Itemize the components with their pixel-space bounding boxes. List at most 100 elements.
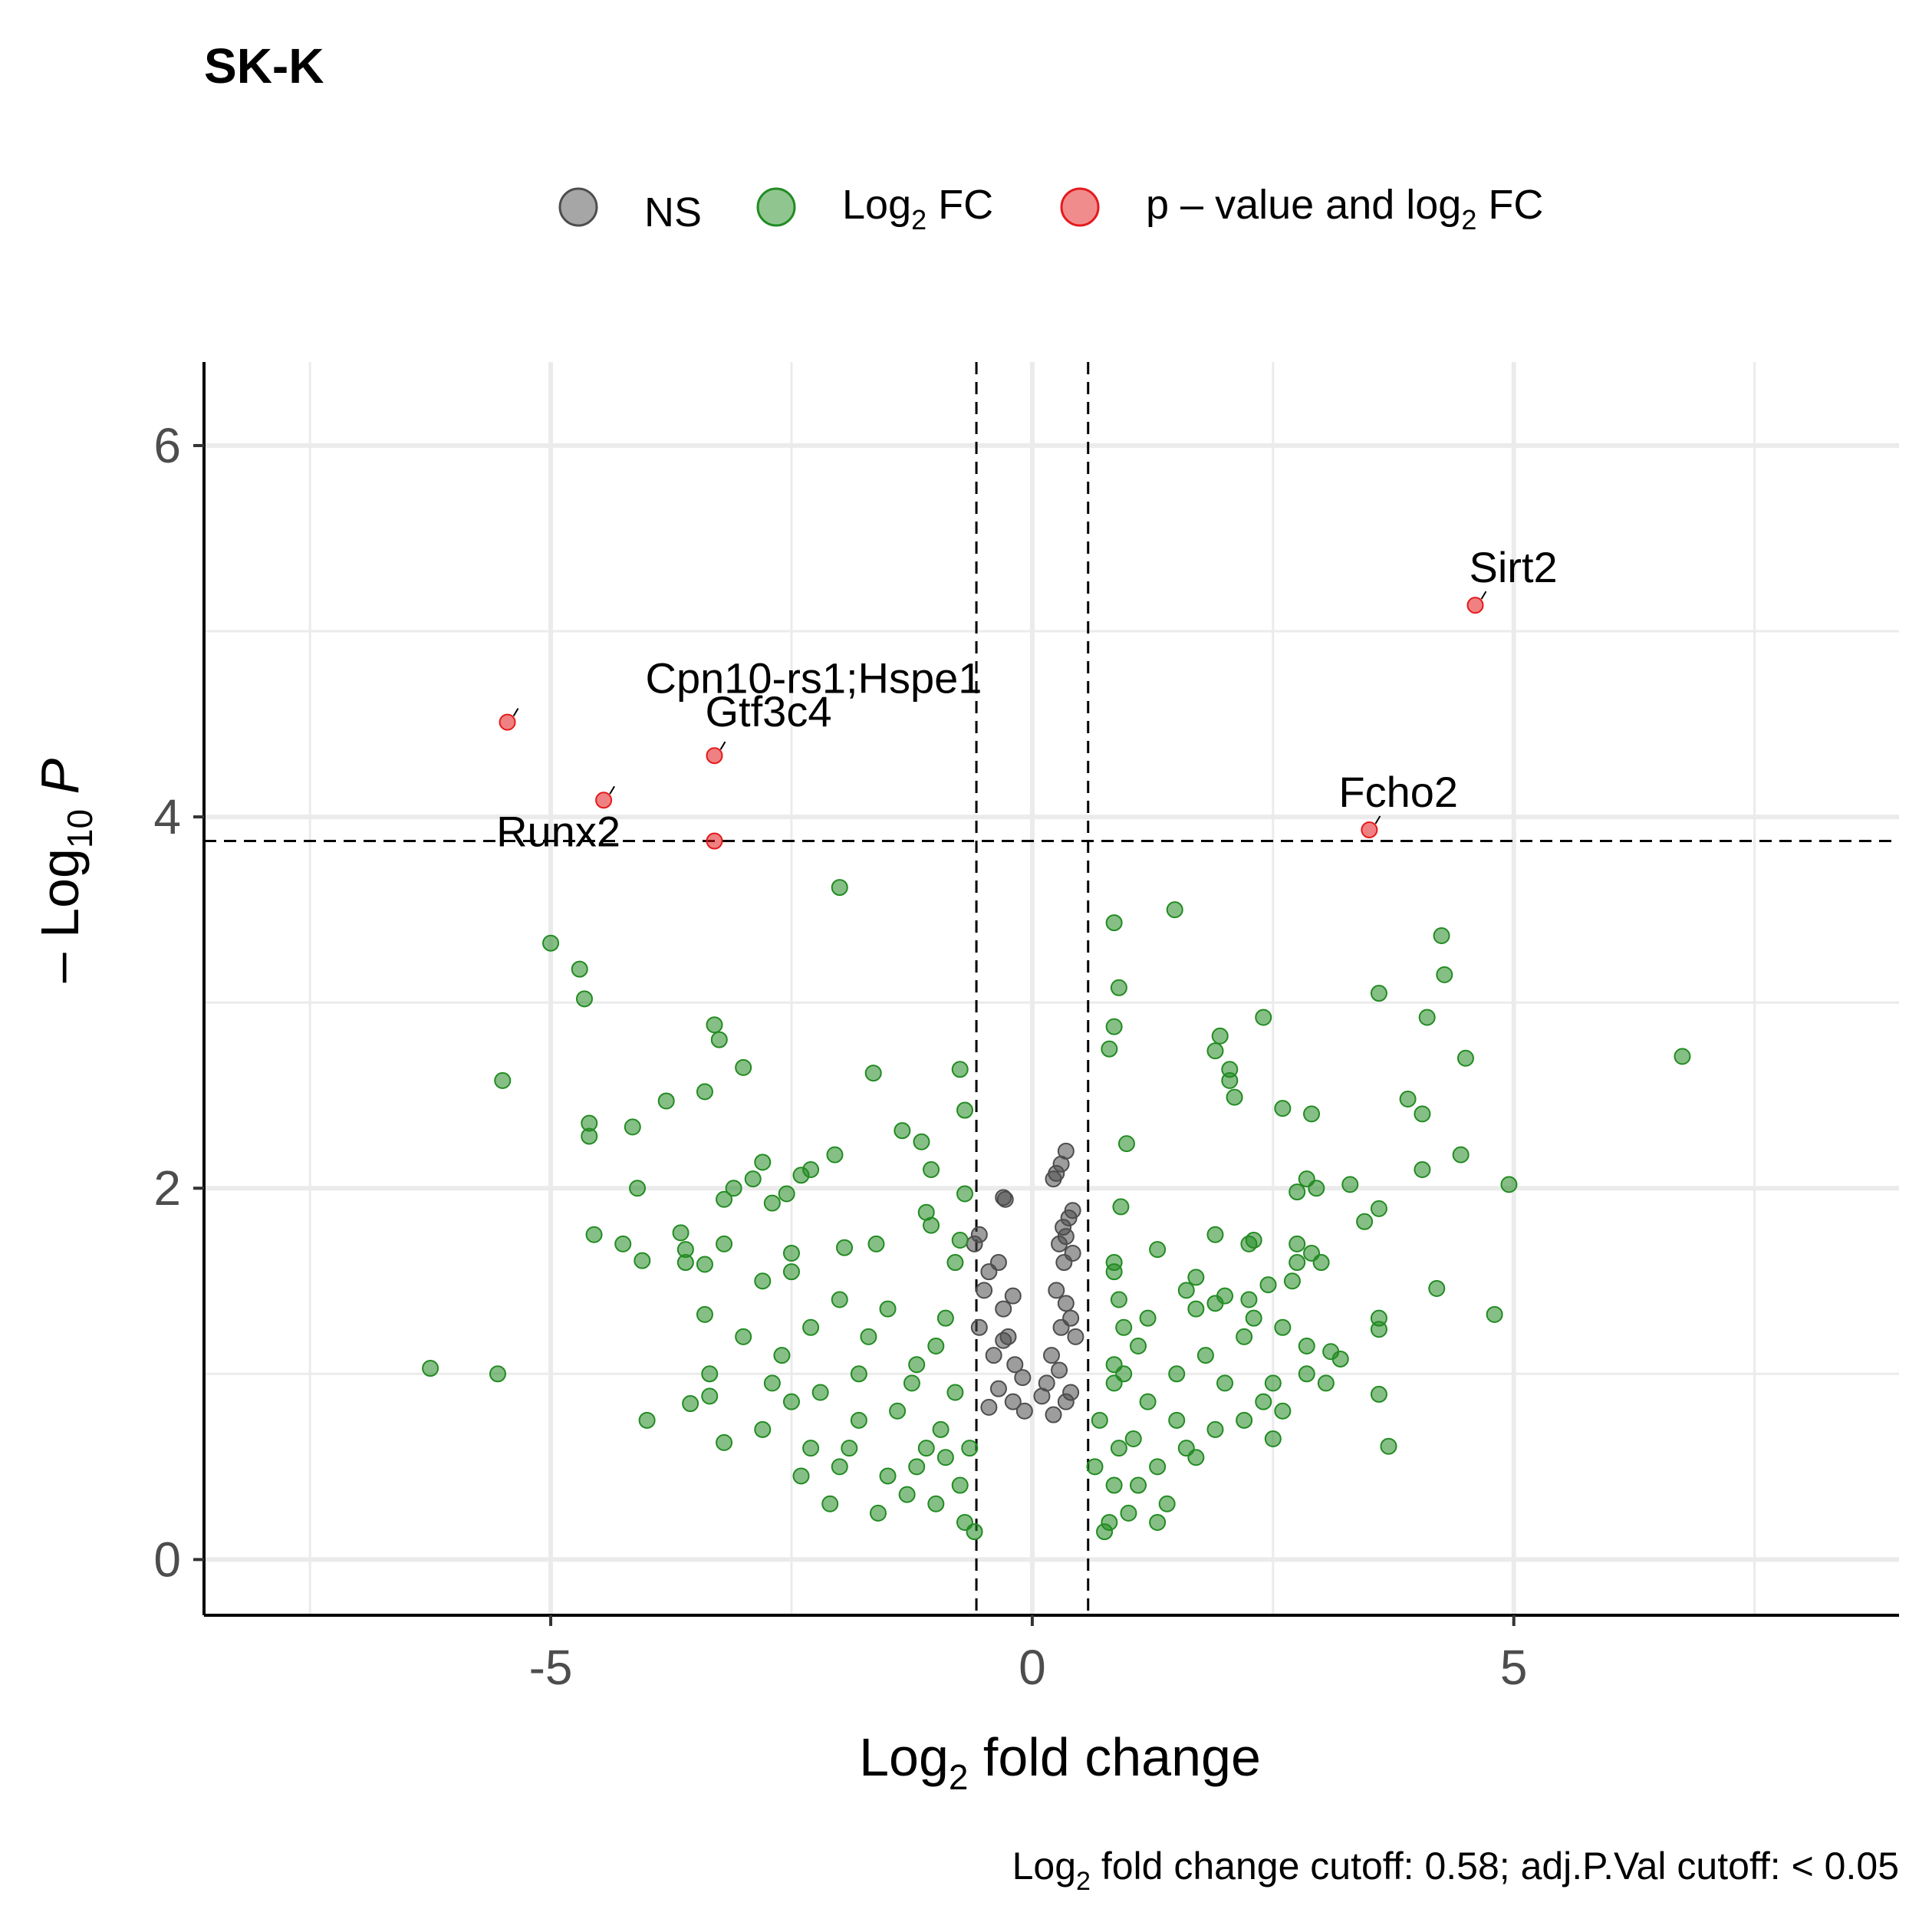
label-connector <box>512 708 519 717</box>
point-series-1 <box>1312 1254 1330 1272</box>
point-series-1 <box>1289 1183 1306 1201</box>
point-series-1 <box>1240 1235 1258 1252</box>
point-series-1 <box>1486 1305 1503 1323</box>
y-tick-label: 6 <box>153 418 181 473</box>
point-series-1 <box>1370 1321 1387 1338</box>
point-series-1 <box>1101 1040 1118 1058</box>
legend: NS Log2 FC p – value and log2 FC <box>558 182 1543 235</box>
point-series-1 <box>1370 1200 1387 1217</box>
point-series-1 <box>1158 1495 1176 1512</box>
point-series-0 <box>1004 1393 1022 1410</box>
point-series-1 <box>913 1133 930 1150</box>
point-series-1 <box>1303 1105 1321 1123</box>
point-series-1 <box>1414 1161 1431 1179</box>
legend-label-ns: NS <box>644 189 702 235</box>
point-series-1 <box>629 1180 647 1197</box>
point-series-1 <box>1115 1365 1133 1383</box>
point-series-0 <box>1045 1406 1062 1423</box>
point-series-1 <box>624 1118 641 1136</box>
gene-label: Fcho2 <box>1338 768 1458 816</box>
point-series-1 <box>1105 1476 1123 1494</box>
point-series-1 <box>1308 1180 1325 1197</box>
point-series-1 <box>1418 1009 1436 1026</box>
point-series-1 <box>927 1337 945 1354</box>
point-series-1 <box>864 1065 882 1082</box>
point-series-1 <box>831 879 848 897</box>
point-series-1 <box>1105 914 1123 932</box>
point-series-1 <box>961 1440 979 1457</box>
point-series-1 <box>1317 1374 1335 1392</box>
point-series-1 <box>1149 1513 1167 1531</box>
point-series-1 <box>946 1254 964 1272</box>
label-connector <box>719 741 726 750</box>
axes: 0 2 4 6 -5 0 5 <box>153 362 1899 1695</box>
point-series-1 <box>1433 927 1450 945</box>
point-series-1 <box>1187 1449 1205 1466</box>
point-series-1 <box>1456 1049 1474 1067</box>
point-series-1 <box>1211 1027 1229 1045</box>
legend-label-p-and-fc: p – value and log2 FC <box>1146 182 1543 235</box>
x-axis-title: Log2 fold change <box>859 1727 1261 1797</box>
point-series-1 <box>782 1263 800 1281</box>
gene-label: Cpn10-rs1;Hspe1 <box>646 654 982 703</box>
point-series-1 <box>638 1411 656 1429</box>
point-series-1 <box>1115 1318 1133 1336</box>
point-series-0 <box>1048 1282 1065 1299</box>
point-series-1 <box>1452 1146 1470 1163</box>
point-series-1 <box>850 1365 867 1383</box>
point-series-1 <box>1298 1337 1315 1354</box>
point-series-1 <box>494 1071 512 1089</box>
chart-title: SK-K <box>204 38 324 94</box>
point-series-1 <box>763 1374 781 1392</box>
point-series-1 <box>1341 1176 1359 1193</box>
point-series-1 <box>879 1300 897 1318</box>
point-series-1 <box>932 1420 950 1438</box>
point-series-1 <box>956 1101 973 1119</box>
point-series-1 <box>811 1384 829 1401</box>
point-series-1 <box>1091 1411 1108 1429</box>
point-series-1 <box>821 1495 839 1512</box>
point-series-1 <box>634 1252 651 1269</box>
point-series-2 <box>706 747 723 765</box>
point-series-1 <box>1206 1420 1224 1438</box>
point-series-1 <box>489 1365 506 1383</box>
point-series-0 <box>985 1347 1002 1364</box>
point-series-0 <box>1051 1361 1068 1379</box>
point-series-2 <box>1361 821 1378 839</box>
legend-label-log2fc: Log2 FC <box>842 182 993 235</box>
y-tick-label: 2 <box>153 1160 181 1216</box>
point-series-1 <box>1436 966 1453 983</box>
point-series-0 <box>1052 1318 1070 1336</box>
point-series-1 <box>614 1235 632 1252</box>
point-series-1 <box>1177 1282 1195 1299</box>
point-series-1 <box>903 1374 920 1392</box>
point-series-1 <box>1226 1088 1243 1106</box>
point-series-1 <box>1428 1279 1446 1297</box>
point-series-1 <box>542 934 560 952</box>
point-series-1 <box>1289 1254 1306 1272</box>
point-series-1 <box>1168 1411 1186 1429</box>
point-series-1 <box>951 1476 969 1494</box>
legend-key-ns <box>558 187 598 227</box>
point-series-1 <box>1149 1241 1167 1259</box>
point-series-1 <box>1206 1042 1224 1060</box>
point-series-1 <box>1120 1504 1137 1522</box>
point-series-1 <box>927 1495 945 1512</box>
point-series-1 <box>744 1170 762 1188</box>
point-series-1 <box>1168 1365 1186 1383</box>
point-series-1 <box>1331 1350 1349 1368</box>
point-series-1 <box>1110 1440 1127 1457</box>
point-series-1 <box>782 1244 800 1262</box>
point-series-1 <box>696 1256 713 1273</box>
point-series-1 <box>1096 1523 1114 1541</box>
point-series-1 <box>1274 1402 1292 1420</box>
point-series-1 <box>1105 1018 1123 1035</box>
point-series-0 <box>1006 1356 1024 1374</box>
point-series-1 <box>966 1523 983 1541</box>
point-series-1 <box>696 1305 713 1323</box>
gene-label: Runx2 <box>496 807 620 855</box>
point-series-1 <box>1414 1105 1431 1123</box>
point-series-1 <box>917 1440 935 1457</box>
point-series-1 <box>696 1083 713 1101</box>
